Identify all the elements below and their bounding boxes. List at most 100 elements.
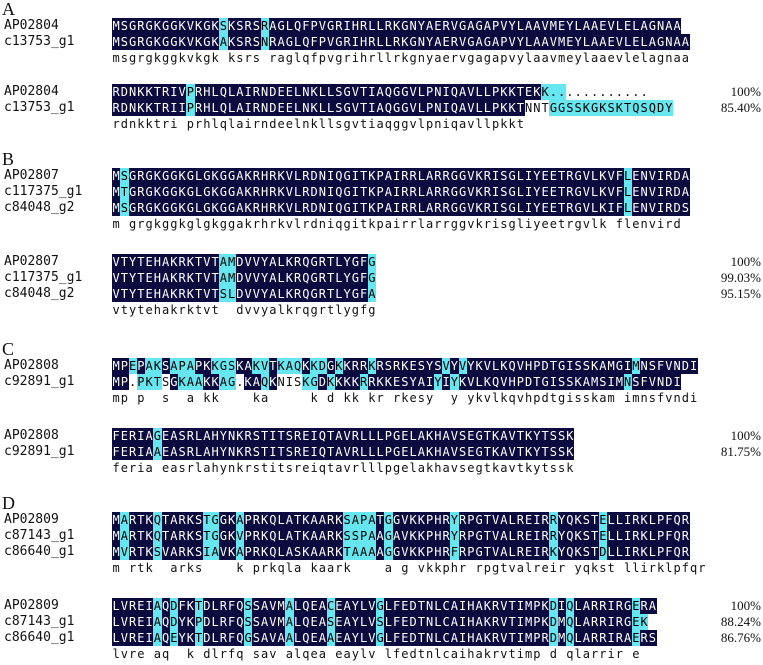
residue: L — [293, 598, 302, 614]
residue: E — [524, 528, 533, 544]
residue: E — [549, 200, 558, 216]
residue: I — [310, 444, 319, 460]
residue: T — [326, 270, 335, 286]
residue: E — [120, 428, 129, 444]
residue: G — [153, 428, 162, 444]
residue: L — [227, 286, 236, 302]
residue: E — [433, 18, 442, 34]
residue: S — [433, 358, 442, 374]
residue: Y — [565, 18, 574, 34]
sequence-name: c92891_g1 — [4, 444, 75, 459]
residue: T — [483, 428, 492, 444]
residue: K — [244, 168, 253, 184]
residue: G — [326, 18, 335, 34]
residue: A — [590, 34, 599, 50]
residue: K — [640, 544, 649, 560]
residue: G — [219, 528, 228, 544]
residue: G — [326, 358, 335, 374]
residue: K — [186, 270, 195, 286]
residue: L — [367, 18, 376, 34]
residue: T — [532, 374, 541, 390]
residue: V — [409, 84, 418, 100]
residue: K — [343, 374, 352, 390]
residue: R — [640, 630, 649, 646]
residue: S — [499, 184, 508, 200]
residue: K — [417, 528, 426, 544]
residue: A — [145, 444, 154, 460]
residue: E — [466, 428, 475, 444]
sequence-residues: MSGRGKGGKVKGKAKSRSNRAGLQFPVGRIHRLLRKGNYA… — [112, 34, 690, 50]
residue: E — [310, 630, 319, 646]
sequence-name: AP02808 — [4, 358, 59, 373]
residue: I — [607, 614, 616, 630]
residue: L — [211, 598, 220, 614]
residue: A — [268, 254, 277, 270]
residue: I — [178, 100, 187, 116]
residue: R — [128, 512, 137, 528]
residue: I — [673, 374, 682, 390]
residue: S — [219, 18, 228, 34]
residue: Q — [235, 598, 244, 614]
residue: S — [235, 18, 244, 34]
residue: D — [409, 630, 418, 646]
residue: R — [244, 34, 253, 50]
sequence-row: c117375_g1 VTYTEHAKRKTVTAMDVVYALKRQGRTLYG… — [0, 270, 763, 286]
residue: G — [392, 428, 401, 444]
residue: E — [607, 34, 616, 50]
residue: R — [458, 528, 467, 544]
residue: L — [417, 100, 426, 116]
residue: T — [557, 184, 566, 200]
residue: A — [145, 428, 154, 444]
residue: A — [499, 544, 508, 560]
residue: A — [252, 374, 261, 390]
residue: A — [334, 444, 343, 460]
residue: G — [219, 200, 228, 216]
residue: G — [343, 100, 352, 116]
residue: R — [376, 358, 385, 374]
residue: D — [235, 254, 244, 270]
residue: K — [235, 358, 244, 374]
sequence-residues: MPEPAKSAPAPKKGSKAKVTKAQKKDGKKRRKRSRKESYS… — [112, 358, 698, 374]
residue: G — [169, 34, 178, 50]
residue: . — [129, 375, 137, 389]
residue: S — [557, 428, 566, 444]
residue: V — [252, 286, 261, 302]
residue: R — [128, 630, 137, 646]
residue: E — [285, 84, 294, 100]
residue: G — [392, 512, 401, 528]
residue: A — [681, 184, 690, 200]
residue: I — [516, 630, 525, 646]
residue: V — [202, 286, 211, 302]
residue: A — [120, 528, 129, 544]
residue: I — [524, 184, 533, 200]
residue: R — [178, 544, 187, 560]
residue: L — [367, 428, 376, 444]
residue: I — [392, 184, 401, 200]
residue: V — [285, 184, 294, 200]
residue: V — [268, 630, 277, 646]
residue: A — [499, 512, 508, 528]
sequence-row: c13753_g1 MSGRGKGGKVKGKAKSRSNRAGLQFPVGRIH… — [0, 34, 763, 50]
residue: L — [574, 630, 583, 646]
residue: G — [392, 100, 401, 116]
residue: M — [615, 374, 624, 390]
residue: Q — [153, 512, 162, 528]
sequence-name: c87143_g1 — [4, 614, 75, 629]
residue: R — [136, 200, 145, 216]
residue: K — [186, 512, 195, 528]
residue: I — [607, 598, 616, 614]
residue: T — [277, 428, 286, 444]
residue: V — [178, 84, 187, 100]
residue: R — [252, 100, 261, 116]
residue: T — [194, 286, 203, 302]
residue: L — [417, 84, 426, 100]
residue: L — [194, 168, 203, 184]
residue: A — [425, 200, 434, 216]
residue: R — [516, 544, 525, 560]
residue: A — [384, 200, 393, 216]
residue: T — [120, 286, 129, 302]
residue: A — [318, 544, 327, 560]
residue: T — [557, 200, 566, 216]
residue: G — [128, 18, 137, 34]
residue: A — [285, 598, 294, 614]
